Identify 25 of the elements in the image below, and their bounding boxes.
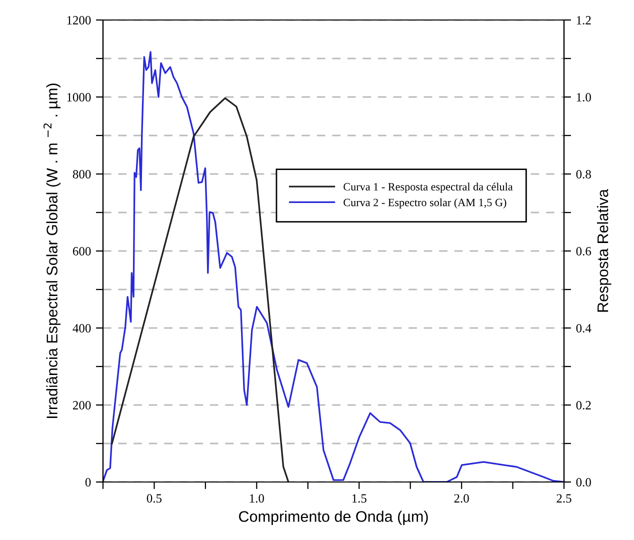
legend-label: Curva 1 - Resposta espectral da célula: [344, 182, 513, 193]
y2-tick-label: 1.2: [576, 16, 591, 25]
y-tick-label: 400: [72, 324, 91, 332]
x-tick-label: 2.5: [556, 494, 572, 503]
x-tick-label: 0.5: [146, 494, 162, 503]
y-tick-label: 1200: [67, 16, 91, 24]
line-series: [111, 97, 290, 482]
x-axis-title: Comprimento de Onda (µm): [239, 510, 428, 525]
y2-axis-title: Resposta Relativa: [596, 189, 612, 312]
y2-tick-label: 0.8: [576, 170, 591, 179]
y-axis-title: Irradiância Espectral Solar Global (W . m $^{−2}$ . µm): [44, 84, 60, 418]
y-tick-label: 0: [85, 478, 91, 486]
y2-tick-label: 0.0: [576, 478, 591, 487]
y2-tick-label: 0.2: [576, 401, 591, 410]
y-tick-label: 1000: [67, 93, 91, 102]
y-tick-label: 800: [72, 170, 91, 178]
x-tick-label: 1.5: [352, 494, 366, 503]
y2-tick-label: 0.4: [576, 324, 592, 333]
x-tick-label: 2.0: [454, 494, 469, 503]
y-tick-label: 600: [72, 247, 91, 256]
legend-label: Curva 2 - Espectro solar (AM 1,5 G): [344, 198, 506, 208]
y2-tick-label: 0.6: [576, 247, 592, 256]
x-tick-label: 1.0: [250, 494, 264, 503]
y2-tick-label: 1.0: [576, 93, 591, 102]
y-tick-label: 200: [72, 401, 91, 410]
